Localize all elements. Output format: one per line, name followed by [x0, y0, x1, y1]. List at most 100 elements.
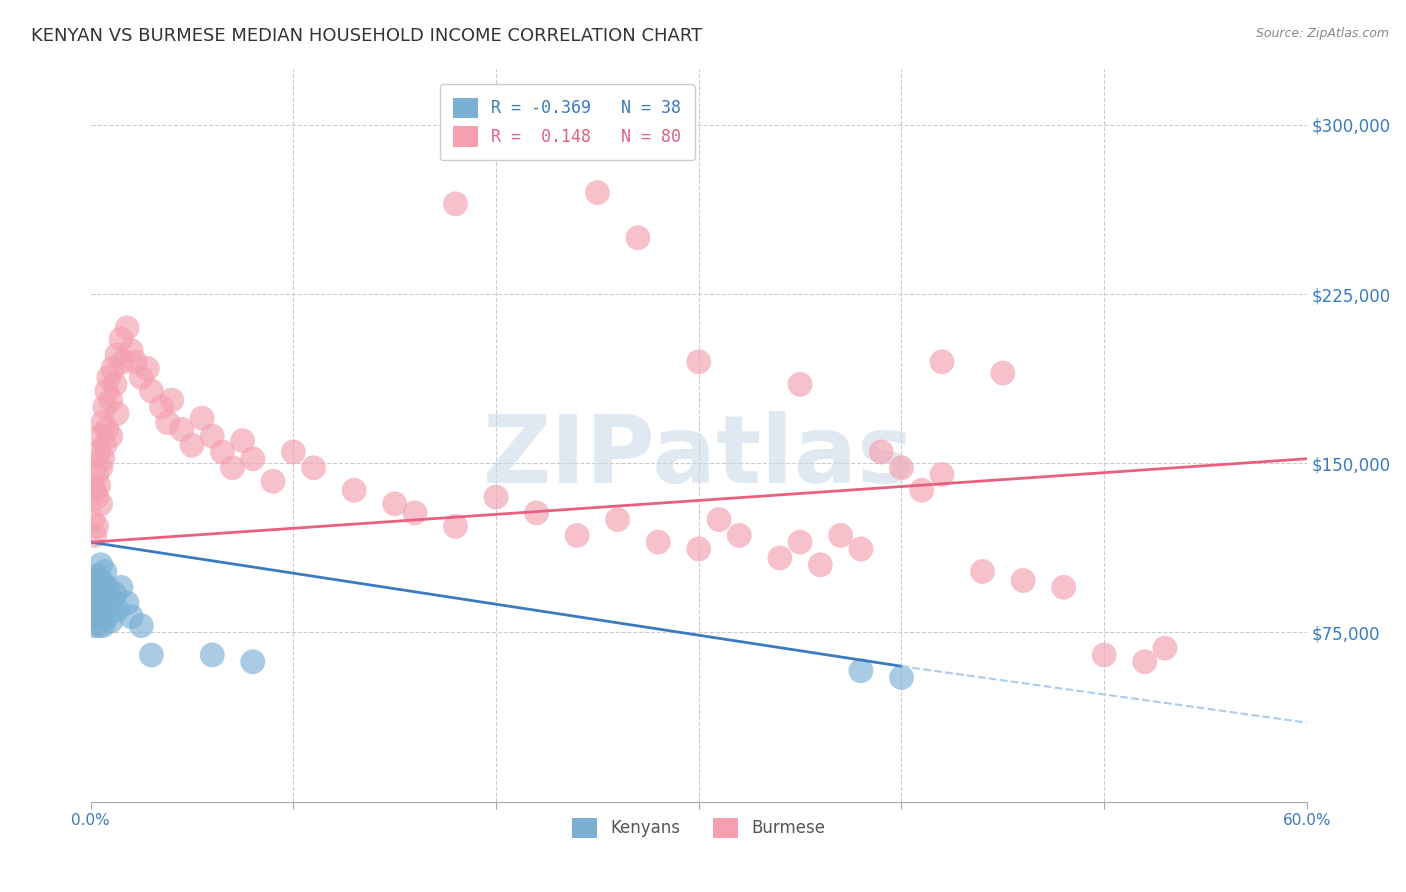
Point	[86, 609, 108, 624]
Point	[105, 603, 128, 617]
Point	[86, 591, 108, 606]
Point	[931, 467, 953, 482]
Point	[105, 407, 128, 421]
Point	[129, 370, 152, 384]
Point	[170, 422, 193, 436]
Text: Source: ZipAtlas.com: Source: ZipAtlas.com	[1256, 27, 1389, 40]
Point	[789, 377, 811, 392]
Point	[86, 569, 108, 583]
Point	[141, 384, 163, 398]
Point	[96, 422, 118, 436]
Text: KENYAN VS BURMESE MEDIAN HOUSEHOLD INCOME CORRELATION CHART: KENYAN VS BURMESE MEDIAN HOUSEHOLD INCOM…	[31, 27, 702, 45]
Point	[728, 528, 751, 542]
Point	[110, 580, 132, 594]
Point	[90, 558, 112, 572]
Point	[124, 355, 146, 369]
Point	[627, 230, 650, 244]
Point	[688, 355, 710, 369]
Point	[112, 355, 135, 369]
Point	[94, 438, 117, 452]
Point	[83, 618, 105, 632]
Point	[485, 490, 508, 504]
Point	[1154, 641, 1177, 656]
Point	[87, 574, 110, 588]
Point	[156, 416, 179, 430]
Point	[201, 429, 224, 443]
Point	[870, 445, 893, 459]
Point	[242, 451, 264, 466]
Point	[90, 429, 112, 443]
Legend: Kenyans, Burmese: Kenyans, Burmese	[565, 811, 832, 845]
Point	[789, 535, 811, 549]
Point	[100, 393, 122, 408]
Point	[82, 603, 104, 617]
Point	[94, 565, 117, 579]
Point	[129, 618, 152, 632]
Point	[302, 460, 325, 475]
Point	[120, 343, 142, 358]
Point	[104, 587, 127, 601]
Point	[82, 587, 104, 601]
Point	[647, 535, 669, 549]
Point	[120, 609, 142, 624]
Point	[141, 648, 163, 662]
Point	[688, 541, 710, 556]
Point	[849, 664, 872, 678]
Point	[83, 528, 105, 542]
Point	[890, 460, 912, 475]
Point	[991, 366, 1014, 380]
Point	[91, 451, 114, 466]
Point	[94, 591, 117, 606]
Point	[586, 186, 609, 200]
Point	[105, 348, 128, 362]
Point	[97, 370, 120, 384]
Point	[232, 434, 254, 448]
Point	[707, 513, 730, 527]
Point	[221, 460, 243, 475]
Point	[110, 332, 132, 346]
Point	[100, 429, 122, 443]
Point	[242, 655, 264, 669]
Point	[96, 384, 118, 398]
Point	[90, 591, 112, 606]
Point	[83, 596, 105, 610]
Point	[1092, 648, 1115, 662]
Point	[181, 438, 204, 452]
Point	[86, 467, 108, 482]
Point	[565, 528, 588, 542]
Point	[115, 321, 138, 335]
Point	[94, 400, 117, 414]
Point	[830, 528, 852, 542]
Point	[86, 578, 108, 592]
Point	[104, 377, 127, 392]
Point	[606, 513, 628, 527]
Point	[201, 648, 224, 662]
Point	[972, 565, 994, 579]
Point	[82, 513, 104, 527]
Point	[100, 614, 122, 628]
Point	[191, 411, 214, 425]
Point	[83, 580, 105, 594]
Point	[160, 393, 183, 408]
Point	[283, 445, 305, 459]
Point	[86, 490, 108, 504]
Point	[91, 596, 114, 610]
Point	[911, 483, 934, 498]
Point	[1133, 655, 1156, 669]
Point	[211, 445, 233, 459]
Point	[343, 483, 366, 498]
Point	[808, 558, 831, 572]
Point	[890, 671, 912, 685]
Point	[87, 587, 110, 601]
Point	[87, 603, 110, 617]
Point	[444, 519, 467, 533]
Point	[90, 460, 112, 475]
Point	[931, 355, 953, 369]
Point	[384, 497, 406, 511]
Point	[96, 580, 118, 594]
Point	[444, 197, 467, 211]
Point	[404, 506, 426, 520]
Point	[101, 361, 124, 376]
Point	[115, 596, 138, 610]
Point	[87, 479, 110, 493]
